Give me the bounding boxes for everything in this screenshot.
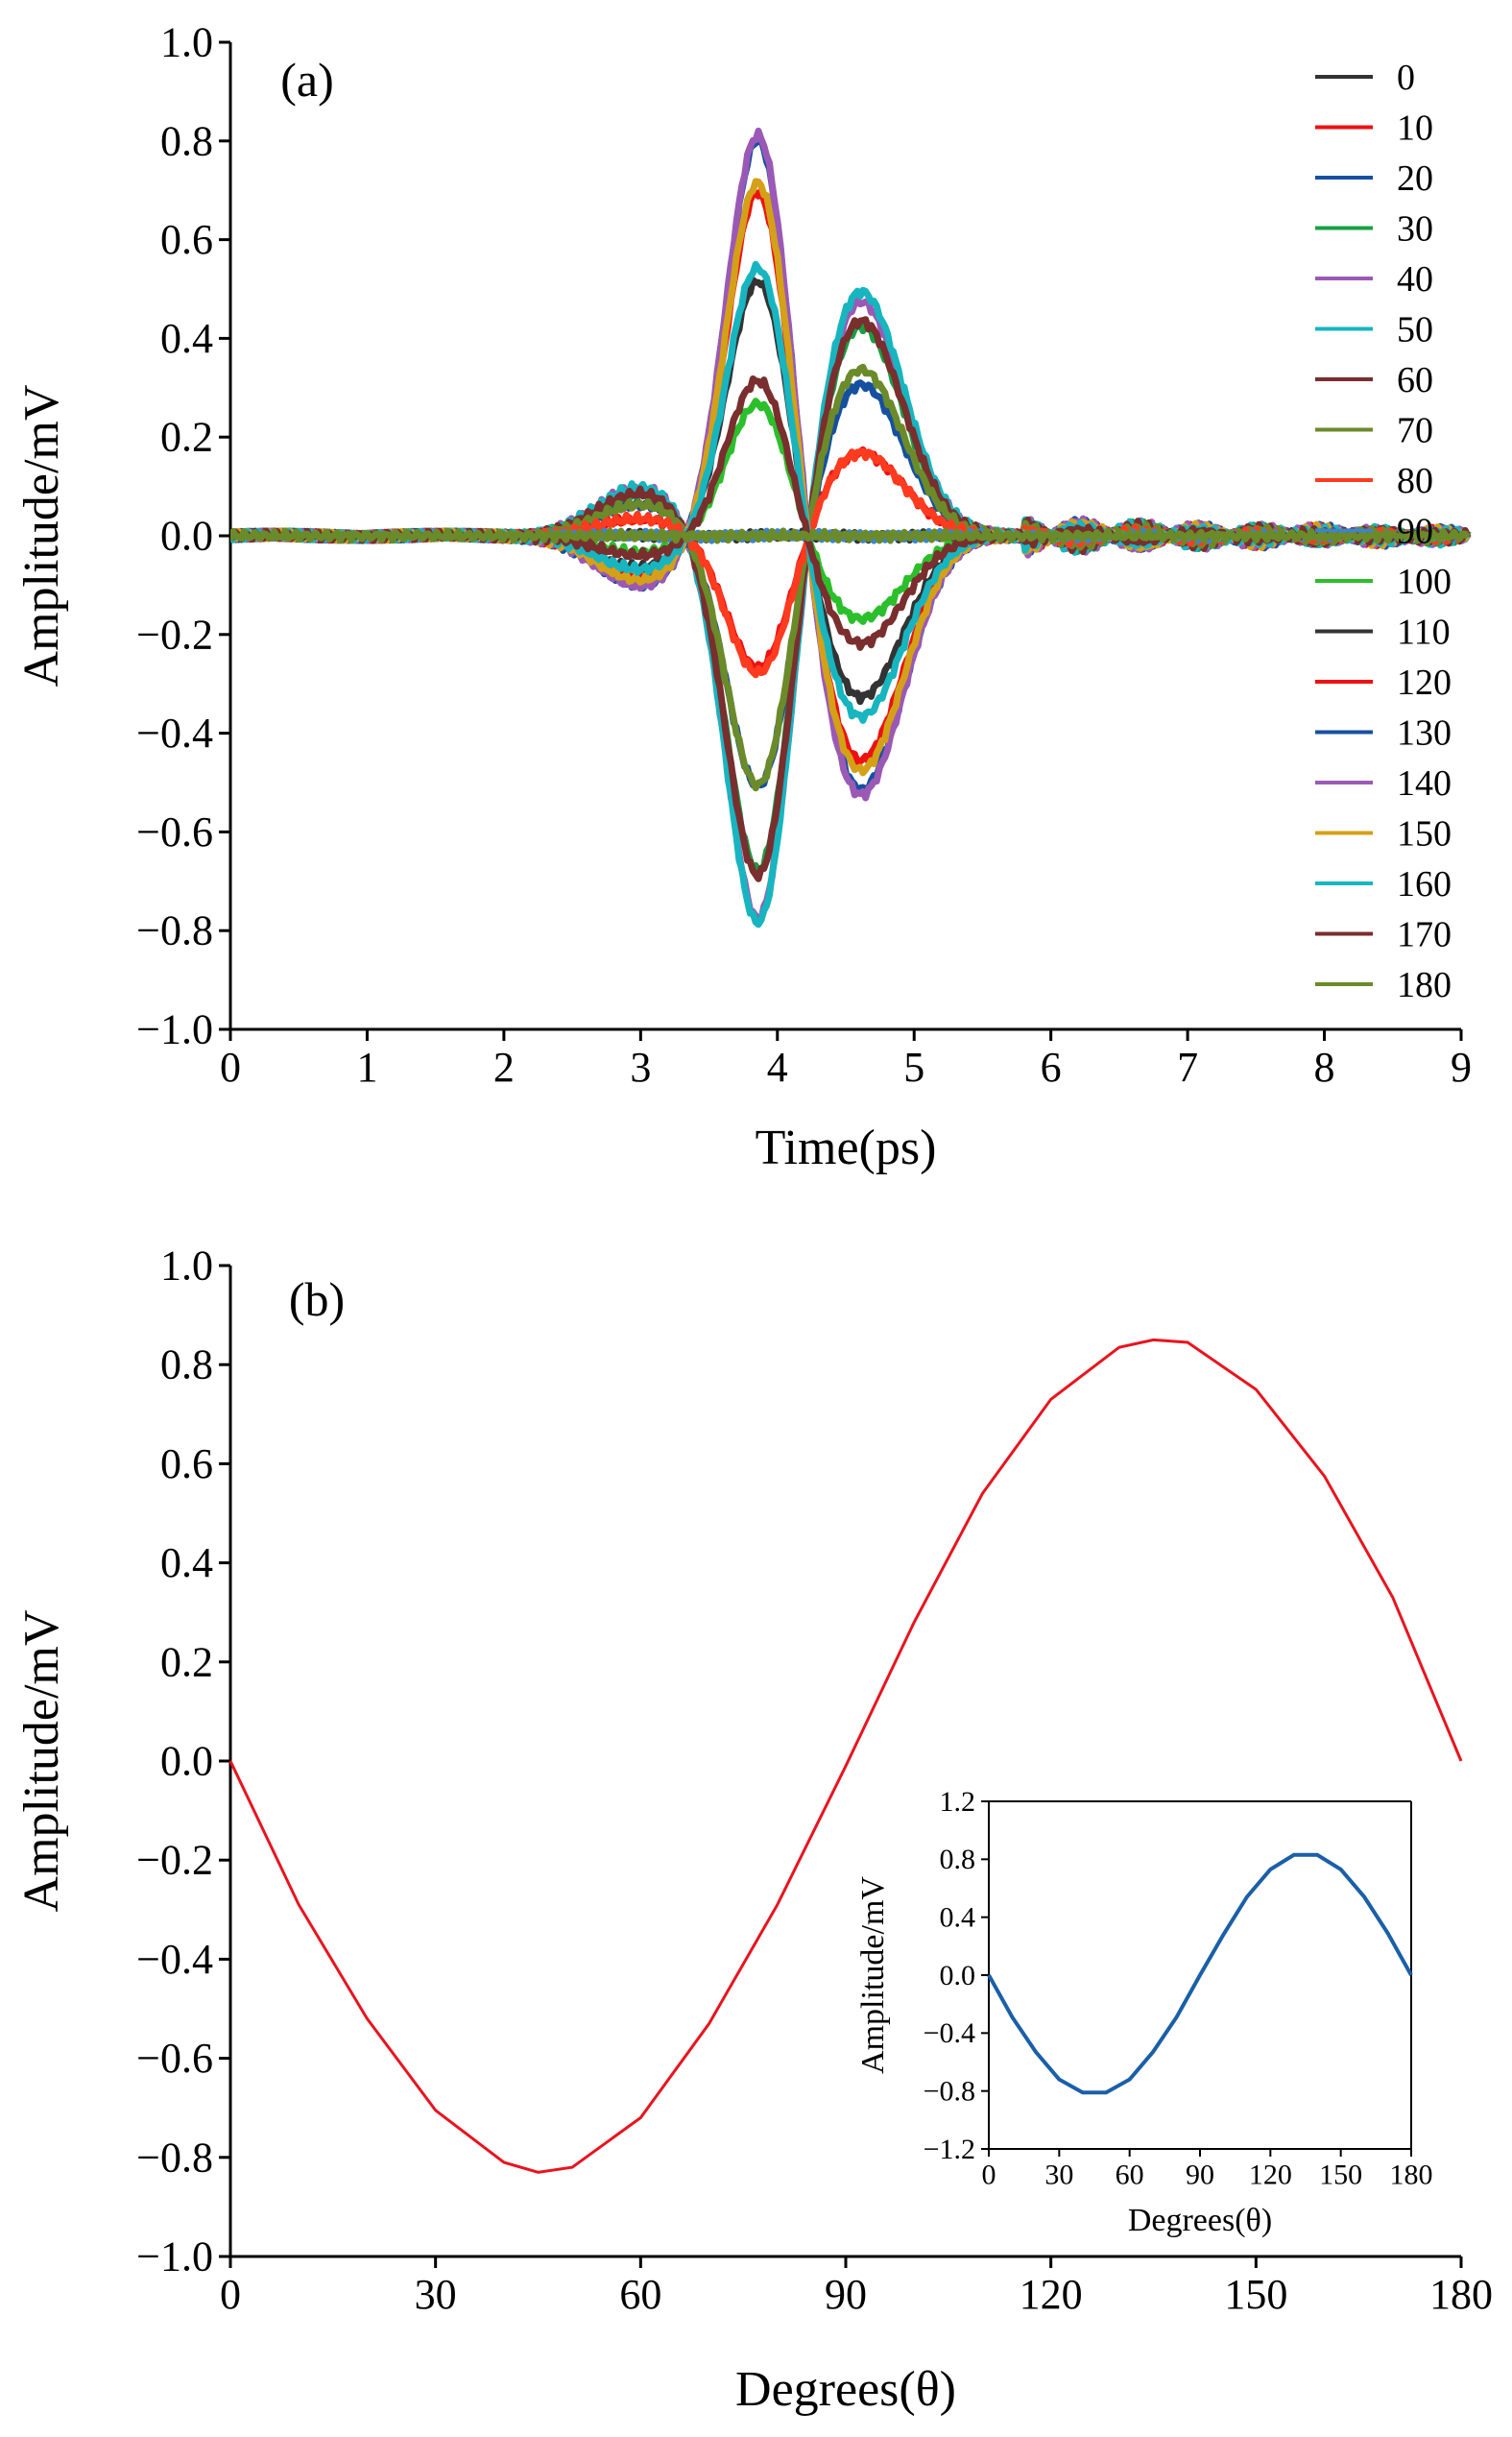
y-tick-label: −0.8 [136,907,213,954]
legend-label: 60 [1397,360,1433,400]
legend-label: 90 [1397,512,1433,552]
y-tick-label: −0.2 [136,1837,213,1884]
x-tick-label: 60 [1116,2160,1144,2191]
x-tick-label: 4 [767,1044,788,1091]
x-tick-label: 0 [220,2271,241,2318]
y-tick-label: 0.6 [160,216,213,263]
y-tick-label: −0.4 [136,1936,213,1983]
x-tick-label: 150 [1319,2160,1362,2191]
y-tick-label: 0.8 [940,1844,976,1875]
y-tick-label: 0.4 [160,315,213,362]
series-line-120 [230,187,1470,765]
y-tick-label: 0.2 [160,414,213,461]
series-line-140 [230,127,1471,802]
legend-label: 180 [1397,965,1452,1005]
y-tick-label: −0.6 [136,808,213,856]
legend-label: 140 [1397,763,1452,804]
y-tick-label: 0.0 [940,1960,976,1991]
y-axis-label: Amplitude/mV [14,385,69,688]
x-tick-label: 90 [825,2271,867,2318]
x-axis-label: Degrees(θ) [735,2362,956,2417]
x-tick-label: 90 [1186,2160,1214,2191]
x-tick-label: 150 [1224,2271,1287,2318]
legend-label: 20 [1397,158,1433,199]
legend-label: 0 [1397,58,1415,98]
legend-label: 150 [1397,814,1452,855]
x-tick-label: 120 [1020,2271,1083,2318]
x-tick-label: 60 [619,2271,661,2318]
y-tick-label: 1.0 [160,19,213,66]
x-tick-label: 120 [1249,2160,1292,2191]
x-tick-label: 1 [356,1044,377,1091]
amplitude-curve [228,1338,1463,2174]
y-tick-label: 0.0 [160,513,213,560]
series-line-30 [230,319,1472,875]
y-tick-label: −0.6 [136,2035,213,2082]
x-tick-label: 3 [630,1044,651,1091]
legend-label: 10 [1397,109,1433,149]
x-tick-label: 180 [1429,2271,1493,2318]
y-tick-label: 0.0 [160,1738,213,1785]
legend-label: 80 [1397,461,1433,501]
y-tick-label: −0.4 [136,710,213,757]
panel-b: 0 30 60 90 120 150 180 1.0 0.8 0.6 0.4 0.2 0.0 −0.2 −0… [14,1243,1493,2417]
y-tick-label: −0.2 [136,611,213,658]
y-tick-label: 1.0 [160,1243,213,1290]
panel-label-a: (a) [280,53,334,107]
y-tick-label: 0.4 [940,1902,976,1934]
legend-label: 120 [1397,663,1452,703]
y-tick-label: 0.4 [160,1539,213,1586]
panel-a: 0 1 2 3 4 5 6 7 8 9 1.0 0.8 0.6 0.4 0.2 0.0 −0.2 −0.4 −0.6… [14,19,1472,1175]
legend-label: 100 [1397,562,1452,602]
legend-label: 70 [1397,411,1433,451]
y-tick-label: −0.8 [924,2076,975,2108]
x-tick-label: 9 [1451,1044,1472,1091]
x-tick-label: 8 [1314,1044,1335,1091]
series-line-70 [230,363,1470,792]
x-tick-label: 30 [1044,2160,1073,2191]
y-tick-label: −1.0 [136,2233,213,2280]
series-line-170 [230,375,1472,651]
y-tick-label: −1.2 [924,2134,975,2165]
legend-label: 170 [1397,915,1452,955]
y-tick-label: 0.6 [160,1440,213,1487]
y-tick-label: −0.4 [924,2017,975,2049]
x-tick-label: 5 [903,1044,924,1091]
y-tick-label: −1.0 [136,1006,213,1053]
waveform-lines [230,127,1472,929]
x-tick-label: 180 [1390,2160,1433,2191]
legend-label: 110 [1397,613,1451,653]
y-tick-label: −0.8 [136,2134,213,2181]
legend-label: 160 [1397,864,1452,905]
series-line-180 [230,527,1471,544]
y-tick-label: 0.2 [160,1638,213,1685]
y-axis-label: Amplitude/mV [855,1876,891,2074]
panel-label-b: (b) [289,1272,345,1326]
inset-amplitude-curve [987,1852,1413,2095]
y-tick-label: 0.8 [160,117,213,164]
x-tick-label: 7 [1177,1044,1198,1091]
x-tick-label: 2 [493,1044,515,1091]
y-tick-label: 1.2 [940,1786,976,1818]
x-tick-label: 0 [982,2160,996,2191]
x-tick-label: 6 [1041,1044,1062,1091]
series-line-60 [230,316,1469,882]
series-line-20 [230,379,1471,790]
x-axis-label: Time(ps) [756,1121,937,1175]
x-tick-label: 0 [220,1044,241,1091]
legend-label: 50 [1397,310,1433,350]
x-axis-label: Degrees(θ) [1128,2203,1272,2238]
legend-label: 130 [1397,713,1452,754]
x-tick-label: 30 [415,2271,457,2318]
y-tick-label: 0.8 [160,1341,213,1388]
series-line-100 [230,398,1469,625]
panel-b-inset: 0 30 60 90 120 150 180 1.2 0.8 0.4 0.0 −0.4 −0.8 −1.2… [855,1786,1433,2238]
y-axis-label: Amplitude/mV [14,1610,69,1913]
legend-label: 30 [1397,209,1433,250]
legend-label: 40 [1397,259,1433,300]
legend: 0 10 20 30 40 50 60 70 80 90 100 110 120 130 140 150 160… [1315,58,1452,1005]
